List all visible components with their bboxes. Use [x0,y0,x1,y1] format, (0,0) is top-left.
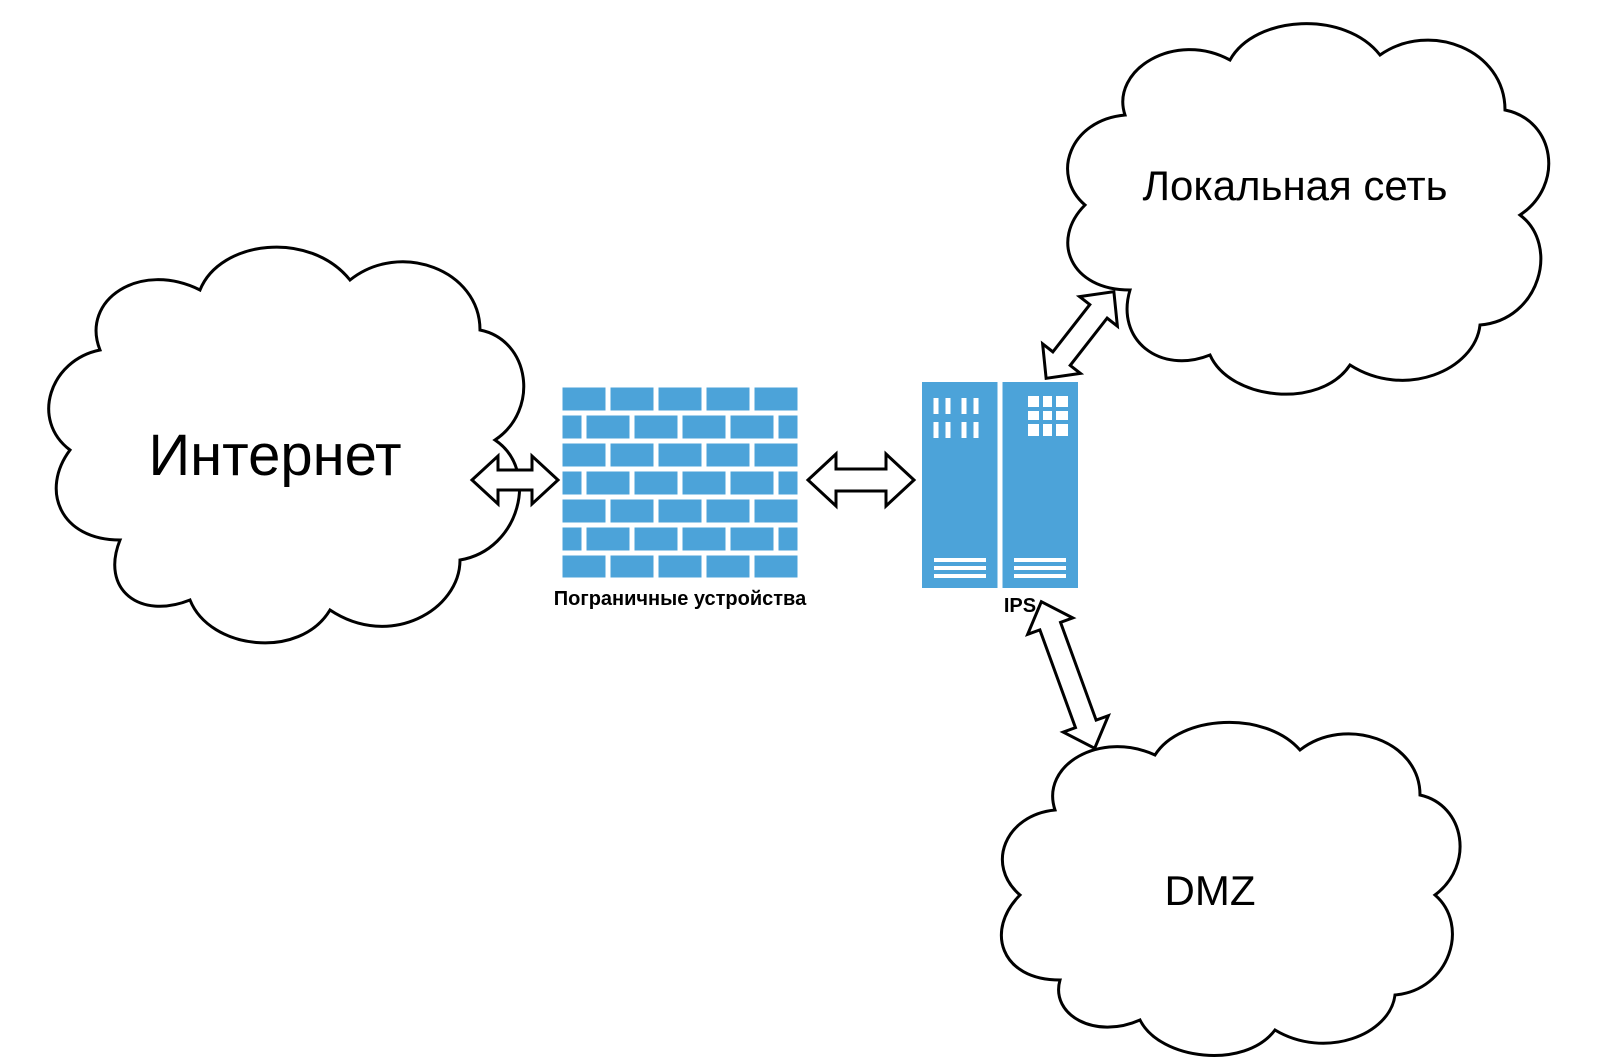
cloud-internet: Интернет [49,247,524,643]
arrow-ips-dmz [1019,593,1117,756]
cloud-dmz: DMZ [1001,722,1460,1055]
arrow-firewall-ips [808,454,914,506]
ips-server-icon [920,380,1080,590]
firewall-icon [560,385,800,580]
arrow-ips-lan [1027,277,1133,393]
cloud-lan-label: Локальная сеть [1142,162,1447,209]
cloud-lan: Локальная сеть [1068,24,1549,395]
network-diagram: Интернет Локальная сеть DMZ [0,0,1600,1063]
cloud-dmz-label: DMZ [1165,867,1256,914]
ips-caption: IPS [1004,595,1036,617]
firewall-caption: Пограничные устройства [554,588,807,610]
cloud-internet-label: Интернет [148,423,401,488]
